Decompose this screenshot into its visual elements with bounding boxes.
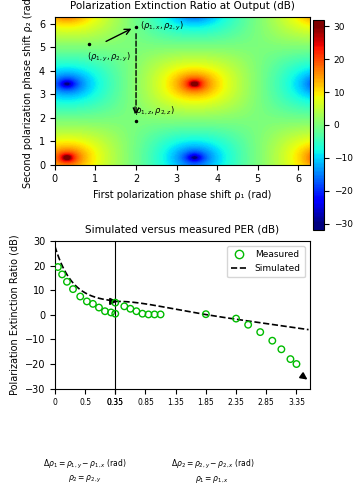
Y-axis label: Second polarization phase shift ρ₂ (rad): Second polarization phase shift ρ₂ (rad) [23, 0, 33, 188]
Point [279, 346, 284, 353]
Point [293, 360, 299, 368]
Text: $(\rho_{1,y},\rho_{2,y})$: $(\rho_{1,y},\rho_{2,y})$ [87, 50, 131, 63]
X-axis label: First polarization phase shift ρ₁ (rad): First polarization phase shift ρ₁ (rad) [93, 190, 272, 200]
Point [113, 298, 118, 306]
Point [90, 300, 96, 308]
Point [133, 307, 139, 315]
Point [108, 308, 114, 316]
Point [257, 328, 263, 336]
Point [59, 270, 65, 278]
Point [127, 305, 133, 313]
Legend: Measured, Simulated: Measured, Simulated [227, 246, 305, 277]
Title: Simulated versus measured PER (dB): Simulated versus measured PER (dB) [85, 225, 279, 235]
Point [78, 293, 83, 300]
Point [55, 263, 61, 271]
Text: $(\rho_{1,z},\rho_{2,z})$: $(\rho_{1,z},\rho_{2,z})$ [132, 104, 175, 117]
Point [145, 310, 151, 318]
Point [96, 303, 102, 311]
Point [70, 285, 76, 293]
Point [84, 297, 90, 305]
Text: $(\rho_{1,x},\rho_{2,y})$: $(\rho_{1,x},\rho_{2,y})$ [140, 20, 184, 33]
Text: $\rho_2 = \rho_{2,y}$: $\rho_2 = \rho_{2,y}$ [68, 474, 102, 485]
Title: Polarization Extinction Ratio at Output (dB): Polarization Extinction Ratio at Output … [70, 1, 295, 11]
Y-axis label: Polarization Extinction Ratio (dB): Polarization Extinction Ratio (dB) [9, 235, 19, 395]
Text: $\rho_1 = \rho_{1,x}$: $\rho_1 = \rho_{1,x}$ [195, 474, 229, 485]
Point [139, 310, 145, 318]
Point [113, 310, 118, 318]
Point [121, 302, 127, 310]
Point [64, 278, 70, 286]
Text: $\Delta\rho_2=\rho_{2,y}-\rho_{2,x}$ (rad): $\Delta\rho_2=\rho_{2,y}-\rho_{2,x}$ (ra… [171, 458, 254, 471]
Point [152, 310, 158, 318]
Text: $\Delta\rho_1=\rho_{1,y}-\rho_{1,x}$ (rad): $\Delta\rho_1=\rho_{1,y}-\rho_{1,x}$ (ra… [43, 458, 127, 471]
Point [158, 310, 164, 318]
Point [203, 310, 209, 318]
Point [233, 315, 239, 323]
Point [102, 307, 108, 315]
Point [269, 337, 275, 345]
Point [245, 321, 251, 329]
Point [287, 355, 293, 363]
